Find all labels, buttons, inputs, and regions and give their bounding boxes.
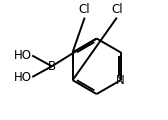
Text: HO: HO bbox=[14, 49, 32, 62]
Text: N: N bbox=[116, 74, 125, 87]
Text: HO: HO bbox=[14, 71, 32, 84]
Text: Cl: Cl bbox=[79, 3, 90, 16]
Text: Cl: Cl bbox=[111, 3, 123, 16]
Text: B: B bbox=[48, 60, 56, 73]
